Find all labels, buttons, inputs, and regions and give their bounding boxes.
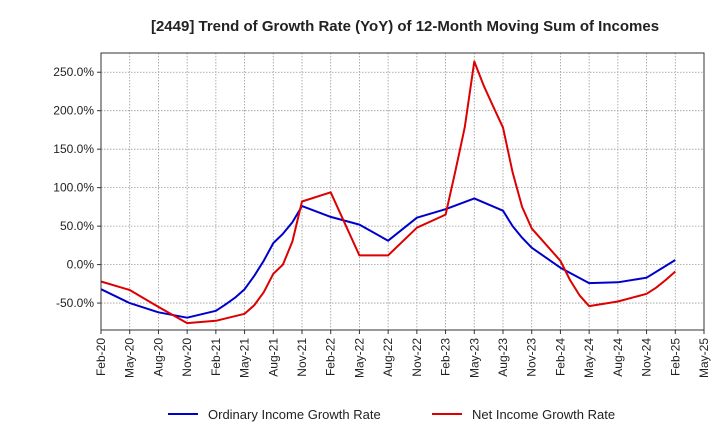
x-tick-label: Nov-21 [295,338,309,377]
x-tick-label: May-24 [582,338,596,378]
y-tick-label: 100.0% [53,181,94,195]
y-axis: -50.0% 0.0% 50.0% 100.0% 150.0% 200.0% 250.0% [53,65,101,310]
y-tick-label: -50.0% [56,296,94,310]
x-tick-label: Feb-21 [209,338,223,376]
legend: Ordinary Income Growth Rate Net Income Gr… [168,407,615,422]
x-tick-label: Nov-22 [410,338,424,377]
x-tick-label: Feb-22 [324,338,338,376]
x-tick-label: Nov-23 [525,338,539,377]
x-tick-label: Aug-24 [611,338,625,377]
grid [100,53,705,330]
x-tick-label: Feb-20 [94,338,108,376]
x-tick-label: Feb-24 [553,338,567,376]
x-tick-label: Nov-24 [640,338,654,377]
series-line-1 [100,197,676,319]
x-tick-label: May-25 [697,338,711,378]
x-tick-label: Aug-21 [266,338,280,377]
y-tick-label: 250.0% [53,65,94,79]
x-tick-label: May-21 [238,338,252,378]
x-tick-label: Aug-20 [151,338,165,377]
x-tick-label: May-20 [123,338,137,378]
y-tick-label: 50.0% [60,219,94,233]
x-tick-label: Aug-22 [381,338,395,377]
y-tick-label: 0.0% [67,258,95,272]
legend-label-2: Net Income Growth Rate [472,407,615,422]
y-tick-label: 150.0% [53,142,94,156]
x-axis: Feb-20 May-20 Aug-20 Nov-20 Feb-21 May-21 Aug-… [94,330,711,378]
x-tick-label: Feb-23 [439,338,453,376]
y-tick-label: 200.0% [53,104,94,118]
x-tick-label: Nov-20 [180,338,194,377]
legend-label-1: Ordinary Income Growth Rate [208,407,381,422]
x-tick-label: May-23 [467,338,481,378]
plot-frame [100,52,705,331]
x-tick-label: Aug-23 [496,338,510,377]
x-tick-label: May-22 [352,338,366,378]
chart-title: [2449] Trend of Growth Rate (YoY) of 12-… [151,18,659,35]
x-tick-label: Feb-25 [668,338,682,376]
series-line-2 [100,60,676,325]
series-lines [100,60,676,325]
